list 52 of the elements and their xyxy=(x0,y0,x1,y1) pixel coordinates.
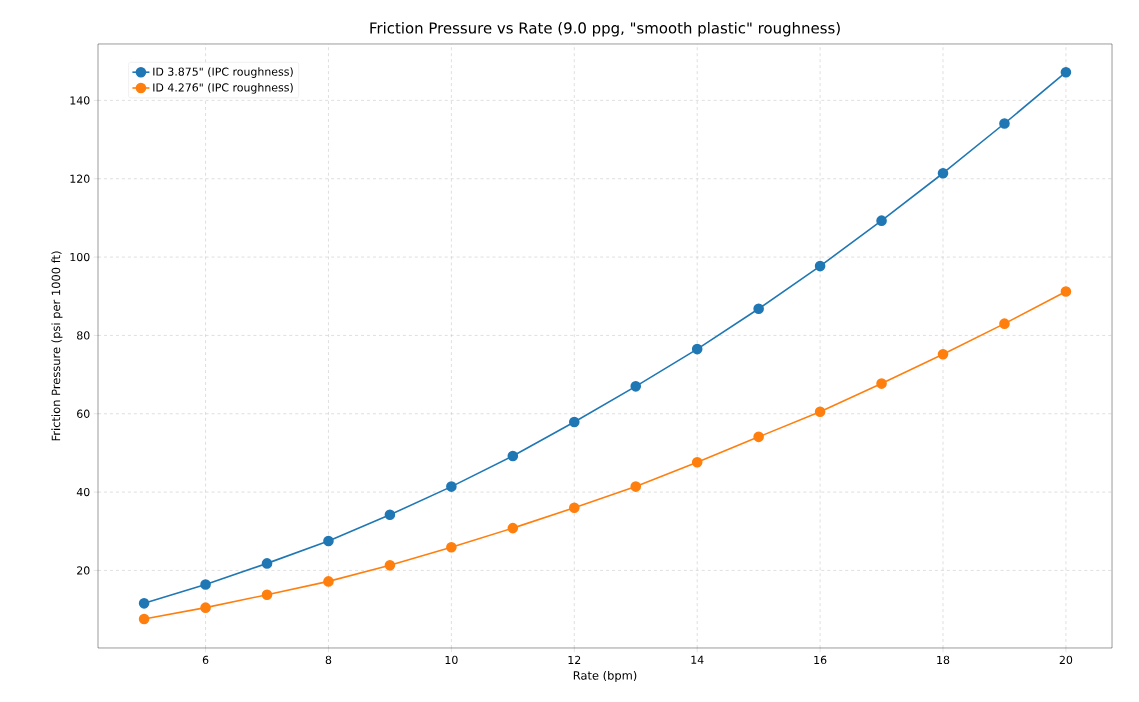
x-tick-label: 16 xyxy=(814,655,827,665)
point xyxy=(200,602,211,613)
point xyxy=(446,542,457,553)
x-axis-title: Rate (bpm) xyxy=(573,670,637,682)
point xyxy=(138,613,150,625)
point xyxy=(999,118,1010,129)
point xyxy=(937,348,949,360)
point xyxy=(384,509,396,521)
point xyxy=(568,416,580,428)
point xyxy=(691,343,703,355)
x-tick-label: 6 xyxy=(202,655,209,665)
point xyxy=(999,318,1010,329)
point xyxy=(446,481,457,492)
point xyxy=(1060,286,1072,297)
point xyxy=(876,378,887,389)
point xyxy=(876,215,887,226)
x-tick-label: 18 xyxy=(937,655,950,665)
point xyxy=(753,303,764,315)
legend-label: ID 4.276" (IPC roughness) xyxy=(153,83,293,94)
y-tick-label: 20 xyxy=(77,566,90,575)
x-tick-label: 14 xyxy=(691,655,704,664)
y-tick-label: 120 xyxy=(70,174,90,183)
x-tick-label: 20 xyxy=(1059,655,1073,665)
point xyxy=(323,535,334,547)
y-tick-label: 60 xyxy=(77,409,90,418)
point xyxy=(384,560,396,571)
x-tick-label: 10 xyxy=(445,655,458,665)
chart-title: Friction Pressure vs Rate (9.0 ppg, "smooth plastic" roughness) xyxy=(370,22,840,37)
y-tick-label: 140 xyxy=(70,96,90,105)
y-tick-label: 80 xyxy=(77,331,90,340)
y-axis-title: Friction Pressure (psi per 1000 ft) xyxy=(51,251,63,441)
point xyxy=(507,522,519,534)
point xyxy=(753,431,764,443)
point xyxy=(814,260,826,272)
point xyxy=(937,167,949,179)
y-tick-label: 40 xyxy=(76,487,90,497)
point xyxy=(261,589,273,601)
point xyxy=(568,502,580,514)
x-tick-label: 8 xyxy=(325,655,332,665)
point xyxy=(630,481,642,492)
x-tick-label: 12 xyxy=(568,655,581,664)
point xyxy=(814,406,826,418)
y-tick-label: 100 xyxy=(70,252,90,262)
point xyxy=(200,579,211,590)
point xyxy=(507,450,519,462)
legend-label: ID 3.875" (IPC roughness) xyxy=(153,67,293,78)
point xyxy=(691,457,703,468)
point xyxy=(323,576,334,587)
point xyxy=(138,598,150,609)
point xyxy=(630,381,642,392)
point xyxy=(1060,66,1072,78)
point xyxy=(261,558,273,569)
